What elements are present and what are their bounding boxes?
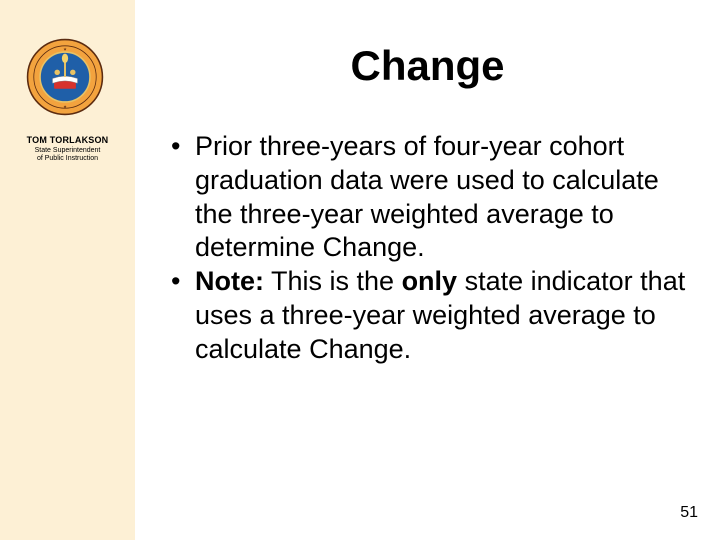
bullet-text-before: This is the (264, 266, 402, 296)
bullet-text: Prior three-years of four-year cohort gr… (195, 131, 659, 262)
official-name: TOM TORLAKSON (0, 135, 135, 145)
svg-text:★: ★ (63, 104, 67, 109)
slide-number: 51 (680, 504, 698, 522)
sidebar: ★ ★ TOM TORLAKSON State Superintendent o… (0, 0, 135, 540)
note-label: Note: (195, 266, 264, 296)
official-title: State Superintendent of Public Instructi… (0, 147, 135, 164)
slide-title: Change (135, 42, 720, 90)
svg-text:★: ★ (63, 46, 67, 51)
bullet-item: Note: This is the only state indicator t… (163, 265, 703, 366)
state-seal-icon: ★ ★ (26, 38, 104, 116)
bullet-list: Prior three-years of four-year cohort gr… (163, 130, 703, 366)
bullet-item: Prior three-years of four-year cohort gr… (163, 130, 703, 265)
official-title-line2: of Public Instruction (37, 155, 98, 162)
slide-main: Change Prior three-years of four-year co… (135, 0, 720, 540)
official-title-line1: State Superintendent (35, 147, 101, 154)
only-word: only (402, 266, 458, 296)
